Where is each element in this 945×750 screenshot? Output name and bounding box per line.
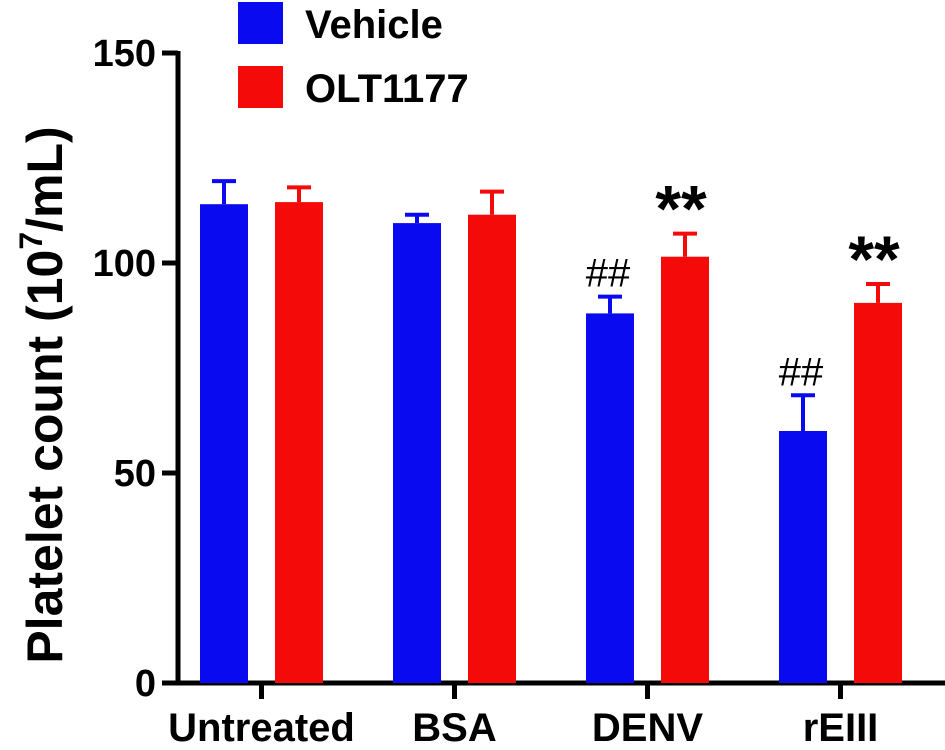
bar-vehicle (779, 431, 827, 683)
legend-label: Vehicle (305, 3, 443, 47)
bar-olt1177 (275, 202, 323, 683)
bars (200, 179, 902, 683)
legend-swatch-vehicle (238, 2, 283, 44)
legend: Vehicle OLT1177 (238, 2, 469, 111)
bar-olt1177 (661, 256, 709, 683)
significance-marker: ## (586, 252, 631, 296)
significance-marker: ** (655, 172, 707, 246)
legend-swatch-olt1177 (238, 66, 283, 108)
significance-marker: ## (779, 350, 824, 394)
x-tick-label: BSA (412, 706, 496, 750)
bar-olt1177 (468, 214, 516, 683)
bar-olt1177 (854, 302, 902, 683)
y-tick-label: 50 (114, 453, 156, 495)
significance-marker: ** (848, 222, 900, 296)
y-tick-label: 150 (93, 33, 156, 75)
x-tick-label: rEIII (803, 706, 879, 750)
axes: 0 50 100 150 Untreated BSA DENV rEIII (93, 33, 945, 750)
y-tick-label: 100 (93, 243, 156, 285)
bar-vehicle (393, 223, 441, 683)
y-axis-title-superscript: 7 (13, 232, 49, 250)
annotations: ## ** ## ** (586, 172, 900, 395)
bar-vehicle (200, 204, 248, 683)
legend-label: OLT1177 (305, 67, 469, 111)
y-tick-label: 0 (135, 663, 156, 705)
y-axis-title-unit: /mL) (17, 126, 73, 232)
x-tick-label: Untreated (168, 706, 355, 750)
x-tick-label: DENV (592, 706, 703, 750)
y-axis-title: Platelet count (107/mL) (13, 126, 73, 663)
bar-vehicle (586, 313, 634, 683)
y-axis-title-main: Platelet count (10 (17, 250, 73, 664)
